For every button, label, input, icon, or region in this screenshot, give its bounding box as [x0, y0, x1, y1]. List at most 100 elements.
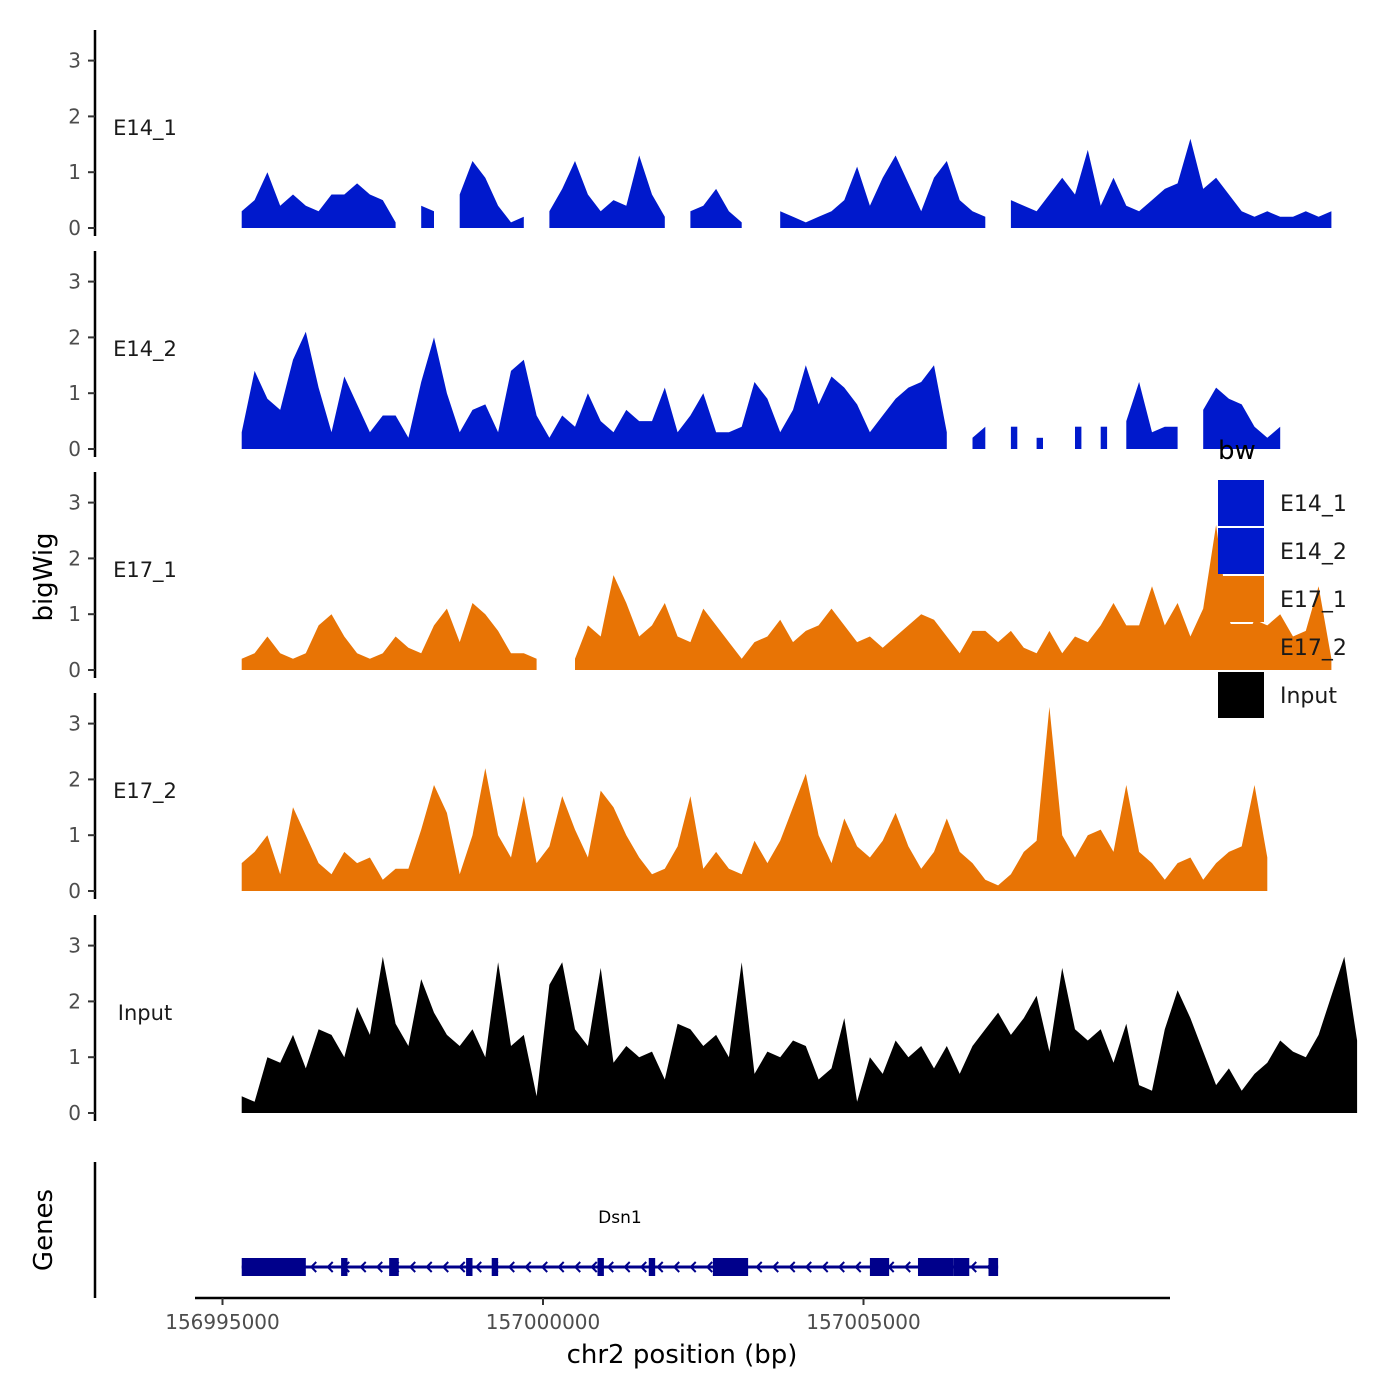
- legend-label: E17_2: [1280, 636, 1347, 661]
- legend-swatch-input: [1218, 672, 1264, 718]
- strand-arrow: [458, 1261, 466, 1273]
- track-e14-2: 0 1 2 3 E14_2: [68, 251, 1281, 461]
- strand-arrow: [804, 1261, 812, 1273]
- strand-arrow: [689, 1261, 697, 1273]
- strand-arrow: [507, 1261, 515, 1273]
- strand-arrow: [672, 1261, 680, 1273]
- x-tick-label: 157000000: [486, 1310, 601, 1334]
- signal-area: [241, 603, 537, 670]
- legend-swatch-e17-1: [1218, 576, 1264, 622]
- y-tick-label: 2: [68, 325, 81, 349]
- legend-label: E17_1: [1280, 588, 1347, 613]
- legend-swatch-e14-2: [1218, 528, 1264, 574]
- strand-arrow: [854, 1261, 862, 1273]
- strand-arrow: [326, 1261, 334, 1273]
- signal-area: [1126, 382, 1178, 449]
- strand-arrow: [639, 1261, 647, 1273]
- legend-label: E14_2: [1280, 540, 1347, 565]
- y-tick-label: 1: [68, 160, 81, 184]
- signal-area: [690, 188, 742, 228]
- track-label: Input: [118, 1001, 172, 1025]
- y-tick-label: 3: [68, 491, 81, 515]
- signal-area: [241, 956, 1358, 1113]
- legend-label: Input: [1280, 684, 1337, 709]
- gene-exon: [241, 1258, 306, 1276]
- signal-area: [1010, 138, 1332, 228]
- track-input: 0 1 2 3 Input: [68, 915, 1358, 1125]
- strand-arrow: [524, 1261, 532, 1273]
- x-tick-label: 156995000: [165, 1310, 280, 1334]
- strand-arrow: [623, 1261, 631, 1273]
- track-e17-1: 0 1 2 3 E17_1: [68, 472, 1332, 682]
- signal-area: [421, 205, 434, 228]
- gene-exon: [988, 1258, 999, 1276]
- track-label: E17_1: [113, 558, 177, 583]
- y-tick-label: 1: [68, 381, 81, 405]
- y-tick-label: 3: [68, 270, 81, 294]
- bigwig-tracks: 0 1 2 3 E14_1 0 1 2 3 E14_2 0 1 2 3 E17_1 0 1 2 3 E17_2 0 1 2 3…: [68, 30, 1358, 1125]
- strand-arrow: [771, 1261, 779, 1273]
- strand-arrow: [837, 1261, 845, 1273]
- strand-arrow: [606, 1261, 614, 1273]
- genes-track-title: Genes: [29, 1189, 59, 1271]
- x-axis-title: chr2 position (bp): [567, 1340, 798, 1370]
- track-label: E17_2: [113, 779, 177, 804]
- strand-arrow: [969, 1261, 977, 1273]
- x-tick-label: 157005000: [806, 1310, 921, 1334]
- gene-exon: [491, 1258, 499, 1276]
- legend-label: E14_1: [1280, 492, 1347, 517]
- signal-area: [1203, 387, 1281, 449]
- legend: bw E14_1 E14_2 E17_1 E17_2 Input: [1218, 436, 1347, 718]
- track-label: E14_2: [113, 337, 177, 362]
- strand-arrow: [557, 1261, 565, 1273]
- signal-area: [241, 706, 1268, 891]
- gene-exon: [869, 1258, 890, 1276]
- strand-arrow: [359, 1261, 367, 1273]
- strand-arrow: [755, 1261, 763, 1273]
- y-tick-label: 0: [68, 879, 81, 903]
- signal-area: [1036, 437, 1043, 449]
- signal-area: [241, 331, 947, 449]
- y-tick-label: 0: [68, 1101, 81, 1125]
- strand-arrow: [705, 1261, 713, 1273]
- y-tick-label: 1: [68, 823, 81, 847]
- y-axis-title: bigWig: [29, 532, 59, 621]
- signal-area: [1100, 426, 1108, 449]
- signal-area: [575, 524, 1332, 670]
- gene-exon: [466, 1258, 473, 1276]
- y-tick-label: 1: [68, 1045, 81, 1069]
- strand-arrow: [474, 1261, 482, 1273]
- y-tick-label: 0: [68, 437, 81, 461]
- strand-arrow: [573, 1261, 581, 1273]
- signal-area: [972, 426, 986, 449]
- gene-name-label: Dsn1: [598, 1208, 642, 1228]
- x-axis: 156995000 157000000 157005000: [165, 1296, 1170, 1334]
- gene-exon: [389, 1258, 399, 1276]
- y-tick-label: 3: [68, 934, 81, 958]
- legend-swatch-e14-1: [1218, 480, 1264, 526]
- strand-arrow: [821, 1261, 829, 1273]
- strand-arrow: [375, 1261, 383, 1273]
- strand-arrow: [425, 1261, 433, 1273]
- y-tick-label: 0: [68, 216, 81, 240]
- track-e14-1: 0 1 2 3 E14_1: [68, 30, 1332, 240]
- signal-area: [1075, 426, 1082, 449]
- legend-title: bw: [1218, 436, 1256, 466]
- signal-area: [1010, 426, 1018, 449]
- strand-arrow: [788, 1261, 796, 1273]
- strand-arrow: [309, 1261, 317, 1273]
- strand-arrow: [590, 1261, 598, 1273]
- signal-area: [241, 172, 396, 228]
- y-tick-label: 1: [68, 602, 81, 626]
- y-tick-label: 2: [68, 104, 81, 128]
- y-tick-label: 2: [68, 767, 81, 791]
- legend-swatch-e17-2: [1218, 624, 1264, 670]
- gene-exon: [648, 1258, 656, 1276]
- strand-arrow: [441, 1261, 449, 1273]
- strand-arrow: [903, 1261, 911, 1273]
- strand-arrow: [656, 1261, 664, 1273]
- y-tick-label: 0: [68, 658, 81, 682]
- gene-track: Dsn1: [93, 1162, 999, 1298]
- gene-exon: [953, 1258, 970, 1276]
